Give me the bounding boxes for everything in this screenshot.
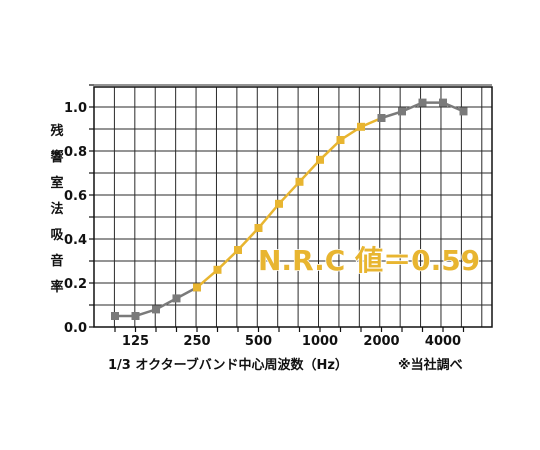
data-point xyxy=(398,107,406,116)
x-tick-label: 2000 xyxy=(363,334,399,349)
series-layer xyxy=(111,98,468,320)
y-tick-label: 0.2 xyxy=(64,277,87,292)
data-point xyxy=(459,107,468,116)
data-point xyxy=(377,114,386,122)
y-title-char: 吸 xyxy=(50,228,64,243)
y-title-char: 音 xyxy=(50,253,63,269)
data-point xyxy=(172,294,181,303)
data-point xyxy=(439,98,447,107)
y-tick-label: 0.6 xyxy=(64,189,87,204)
y-title-char: 率 xyxy=(50,279,63,295)
data-point xyxy=(336,136,345,144)
x-tick-label: 1000 xyxy=(302,334,338,349)
y-tick-label: 0.8 xyxy=(64,145,87,160)
x-axis-title: 1/3 オクターブバンド中心周波数（Hz） xyxy=(108,357,348,373)
data-point xyxy=(131,312,140,320)
y-title-char: 残 xyxy=(50,123,63,139)
plot-frame xyxy=(93,86,493,328)
x-tick-label: 125 xyxy=(122,334,149,349)
y-tick-labels: 0.0 0.2 0.4 0.6 0.8 1.0 xyxy=(64,101,87,336)
x-tick-label: 500 xyxy=(245,334,272,349)
y-title-char: 室 xyxy=(50,175,63,191)
data-point xyxy=(254,224,263,232)
source-note: ※当社調べ xyxy=(398,357,463,373)
data-point xyxy=(295,177,304,186)
y-title-char: 法 xyxy=(50,201,63,217)
data-point xyxy=(213,265,222,274)
data-point xyxy=(234,246,242,254)
nrc-annotation: N.R.C 値＝0.59 xyxy=(258,244,480,277)
data-point xyxy=(275,199,283,208)
data-point xyxy=(357,122,365,131)
y-tick-label: 0.4 xyxy=(64,233,87,248)
x-tick-labels: 125 250 500 1000 2000 4000 xyxy=(122,334,461,349)
x-tick-label: 250 xyxy=(183,334,210,349)
series-line xyxy=(196,116,382,289)
y-title-char: 響 xyxy=(50,149,63,165)
data-point xyxy=(152,305,160,314)
y-tick-label: 1.0 xyxy=(64,101,87,116)
data-point xyxy=(193,283,201,292)
x-tick-label: 4000 xyxy=(425,334,461,349)
data-point xyxy=(111,312,119,320)
grid xyxy=(89,84,493,332)
y-tick-label: 0.0 xyxy=(64,321,87,336)
data-point xyxy=(418,98,427,107)
data-point xyxy=(316,155,324,164)
